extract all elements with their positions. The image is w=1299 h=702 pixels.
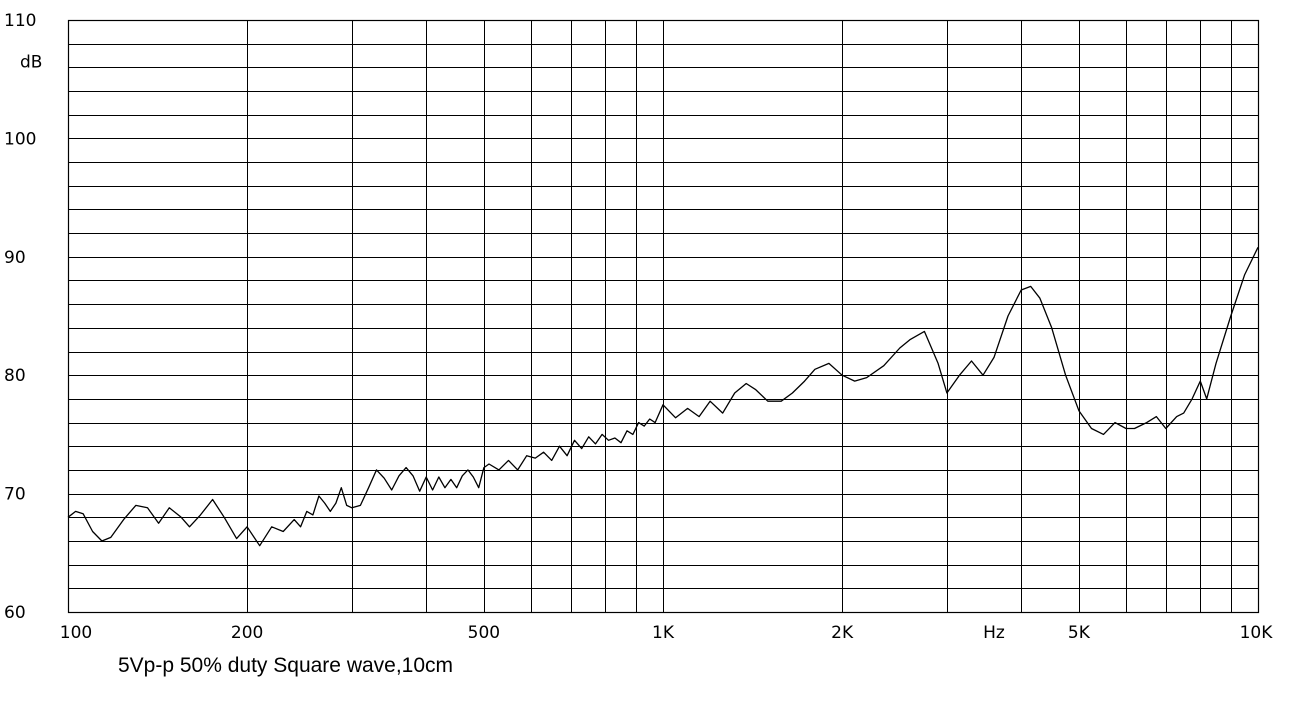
y-tick-label: 100 <box>4 129 36 149</box>
x-tick-label: 10K <box>1240 623 1274 643</box>
x-tick-label: 200 <box>231 623 263 643</box>
chart-series-layer <box>67 247 1259 547</box>
plot-frame <box>67 19 1260 614</box>
x-axis-unit-label: Hz <box>983 623 1005 643</box>
y-tick-label: 60 <box>4 603 26 623</box>
x-tick-label: 1K <box>652 623 675 643</box>
chart-caption: 5Vp-p 50% duty Square wave,10cm <box>118 654 454 677</box>
y-tick-label: 80 <box>4 366 26 386</box>
x-tick-label: 2K <box>831 623 854 643</box>
x-tick-label: 100 <box>60 623 92 643</box>
y-tick-label: 110 <box>4 11 36 31</box>
series-line-1 <box>67 247 1259 547</box>
chart-grid <box>67 19 1260 614</box>
frequency-response-chart: 110 100 90 80 70 60 dB 100 200 500 1K 2K Hz 5K 10K <box>4 11 1273 643</box>
y-axis-unit-label: dB <box>20 52 42 72</box>
y-tick-label: 90 <box>4 248 26 268</box>
chart-tick-labels: 110 100 90 80 70 60 dB 100 200 500 1K 2K Hz 5K 10K <box>4 11 1273 643</box>
x-tick-label: 500 <box>468 623 500 643</box>
y-tick-label: 70 <box>4 485 26 505</box>
x-tick-label: 5K <box>1068 623 1091 643</box>
